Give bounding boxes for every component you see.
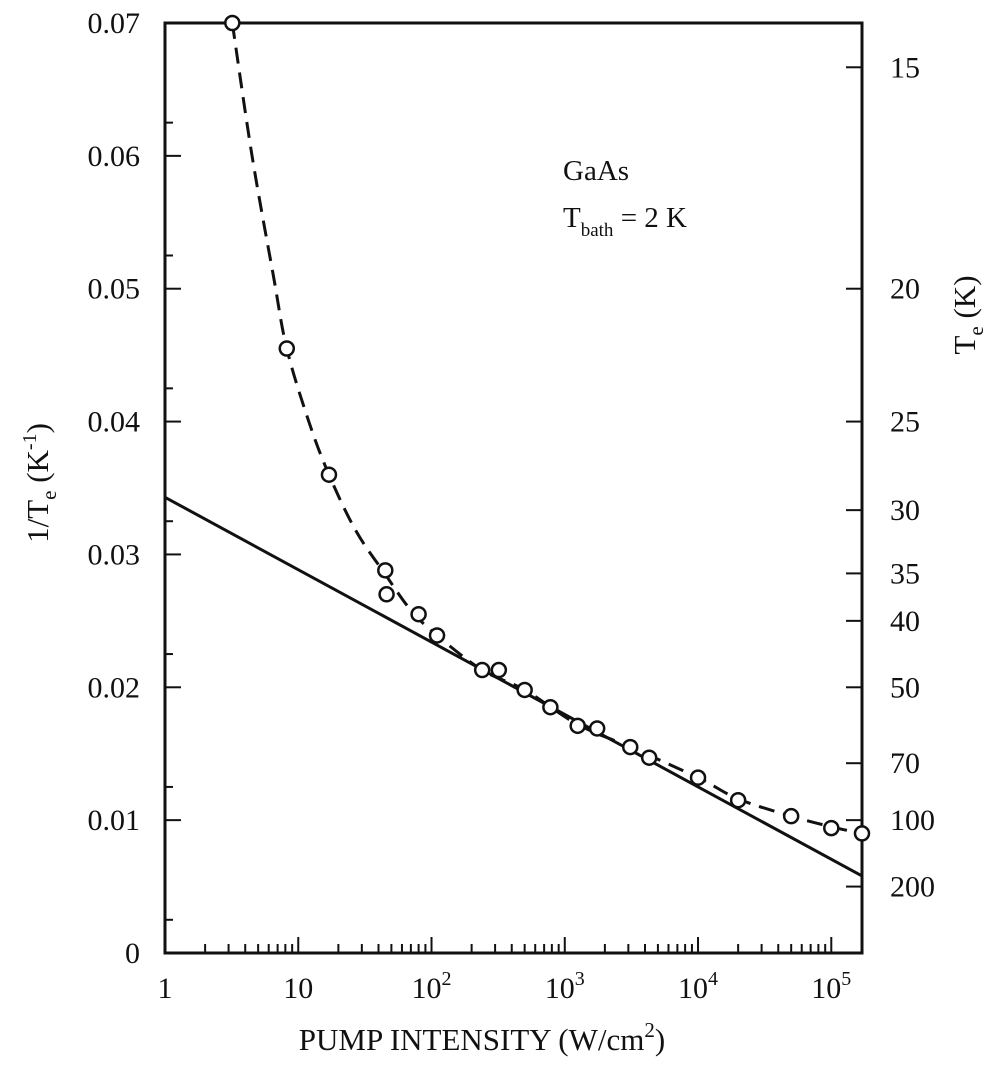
y2-axis-title-unit: (K) <box>947 275 982 326</box>
x-tick-label: 102 <box>412 968 452 1005</box>
y-tick-label: 0.03 <box>88 538 141 571</box>
y-axis-title-exponent: -1 <box>19 433 41 450</box>
y2-tick-label: 100 <box>890 804 935 837</box>
y-tick-label: 0.06 <box>88 140 141 173</box>
data-point <box>622 738 639 756</box>
y-axis-title-main: 1/T <box>20 500 55 543</box>
y2-axis-title-subscript: e <box>964 326 988 335</box>
x-axis-title-exponent: 2 <box>644 1018 655 1042</box>
dashed-guide-curve <box>230 22 863 835</box>
x-tick-label: 104 <box>678 968 718 1005</box>
y-axis-title-subscript: e <box>37 491 61 500</box>
y2-tick-label: 20 <box>890 273 920 306</box>
data-point <box>320 466 338 483</box>
data-point <box>224 14 241 32</box>
y-tick-label: 0.07 <box>88 7 141 40</box>
plot-frame <box>163 21 864 955</box>
series-layer <box>164 14 871 878</box>
y-axis-title-end: ) <box>20 423 55 433</box>
y-tick-label: 0.05 <box>88 273 141 306</box>
y2-tick-label: 200 <box>890 871 935 904</box>
x-tick-label: 103 <box>545 968 585 1005</box>
data-point <box>410 605 427 623</box>
x-tick-label-base: 10 <box>412 972 442 1005</box>
bath-temperature-symbol: T <box>563 202 581 234</box>
x-tick-label-exponent: 5 <box>841 968 851 990</box>
data-point <box>569 717 586 735</box>
y2-axis-ticks: 15 20 25 30 35 40 50 70 100 200 <box>846 51 935 904</box>
bath-temperature-subscript: bath <box>581 220 614 241</box>
fit-line <box>164 495 863 878</box>
data-point <box>853 825 871 842</box>
data-point <box>378 586 395 603</box>
y-axis-ticks: 0 0.01 0.02 0.03 0.04 0.05 0.06 0.07 <box>88 7 181 970</box>
data-point <box>428 627 446 644</box>
x-axis-title-end: ) <box>655 1022 665 1057</box>
y-tick-label: 0.01 <box>88 804 141 837</box>
data-point <box>782 807 800 825</box>
data-point <box>516 681 533 699</box>
x-tick-label-exponent: 3 <box>575 968 585 990</box>
bath-temperature-label: Tbath = 2 K <box>563 202 687 241</box>
x-tick-label: 10 <box>283 972 313 1005</box>
data-point <box>588 720 606 737</box>
x-axis-title: PUMP INTENSITY (W/cm2) <box>299 1018 665 1057</box>
y2-tick-label: 50 <box>890 671 920 704</box>
x-tick-label-base: 10 <box>545 972 575 1005</box>
x-tick-label-base: 1 <box>158 972 173 1005</box>
x-tick-label-base: 10 <box>811 972 841 1005</box>
data-point <box>823 819 840 837</box>
y-tick-label: 0.02 <box>88 671 141 704</box>
data-point <box>729 791 747 809</box>
data-point <box>377 562 394 579</box>
x-axis-title-main: PUMP INTENSITY (W/cm <box>299 1022 645 1057</box>
x-tick-label: 1 <box>158 972 173 1005</box>
plot-border <box>163 21 864 955</box>
data-point <box>473 661 491 679</box>
y-axis-title-unit: (K <box>20 449 55 490</box>
y-tick-label: 0 <box>125 937 140 970</box>
y-axis-title: 1/Te (K-1) <box>19 423 61 543</box>
x-tick-label-base: 10 <box>678 972 708 1005</box>
material-label: GaAs <box>563 155 629 187</box>
y2-axis-title-main: T <box>947 336 982 355</box>
y2-axis-title: Te (K) <box>947 275 988 354</box>
y2-tick-label: 25 <box>890 406 920 439</box>
y2-tick-label: 15 <box>890 51 920 84</box>
y2-tick-label: 40 <box>890 605 920 638</box>
data-point <box>640 749 658 766</box>
y2-tick-label: 30 <box>890 494 920 527</box>
y2-tick-label: 35 <box>890 557 920 590</box>
x-tick-label-exponent: 2 <box>442 968 452 990</box>
bath-temperature-value: = 2 K <box>613 202 687 234</box>
y2-tick-label: 70 <box>890 747 920 780</box>
data-point <box>689 769 707 786</box>
x-tick-label: 105 <box>811 968 851 1005</box>
y-tick-label: 0.04 <box>88 406 141 439</box>
x-tick-label-exponent: 4 <box>708 968 718 990</box>
data-point <box>490 661 508 679</box>
data-point <box>542 698 559 716</box>
x-tick-label-base: 10 <box>283 972 313 1005</box>
data-point <box>278 340 296 357</box>
x-axis-ticks: 1 10 102 103 104 105 <box>158 937 851 1005</box>
